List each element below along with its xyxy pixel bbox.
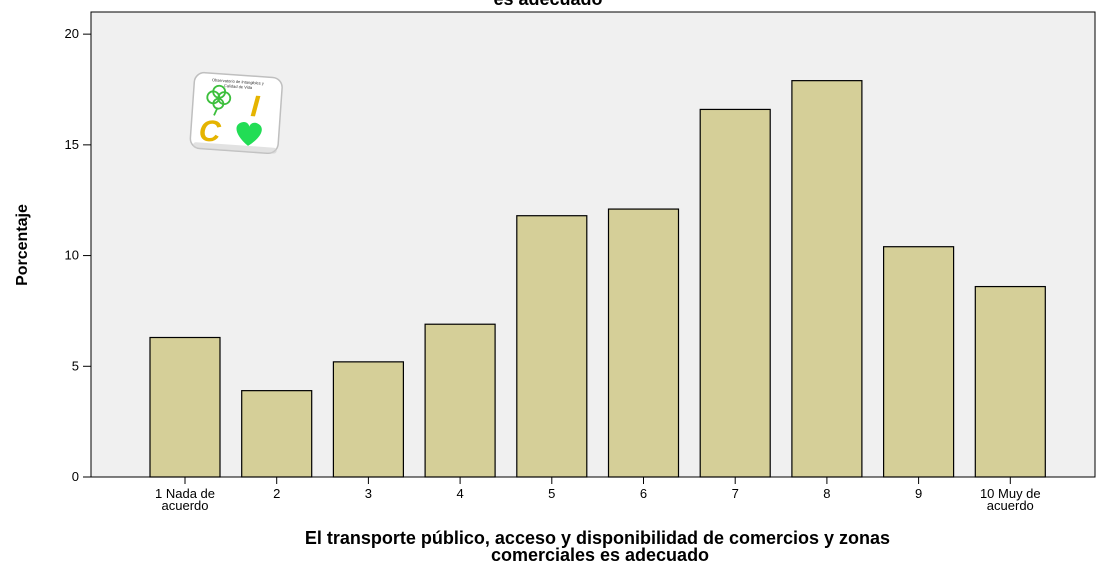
x-tick-label: 3	[365, 486, 372, 501]
y-tick-label: 0	[72, 469, 79, 484]
x-tick-label: 5	[548, 486, 555, 501]
bar	[424, 323, 496, 478]
y-axis: 0 5 10 15 20	[65, 26, 91, 484]
x-axis: 1 Nada de acuerdo 2 3 4 5 6 7 8 9 10 Muy de acuerdo	[155, 477, 1041, 513]
x-axis-title-line-1: El transporte público, acceso y disponib…	[305, 528, 890, 548]
x-tick-label: 2	[273, 486, 280, 501]
bar	[516, 215, 588, 478]
y-tick-label: 20	[65, 26, 79, 41]
x-axis-title: El transporte público, acceso y disponib…	[305, 528, 895, 565]
chart-title: es adecuado	[493, 0, 602, 9]
y-axis-title: Porcentaje	[14, 204, 31, 286]
bar	[607, 208, 680, 478]
x-tick-label: 1 Nada de acuerdo	[155, 486, 215, 513]
bar	[332, 361, 404, 478]
bar	[882, 246, 955, 478]
y-tick-label: 10	[65, 248, 79, 263]
x-tick-label: 7	[732, 486, 739, 501]
bar	[241, 390, 313, 478]
bar	[149, 336, 221, 478]
logo-letter-i: I	[250, 90, 261, 124]
y-tick-label: 5	[72, 358, 79, 373]
logo-letter-c: C	[198, 114, 223, 149]
bars-group	[149, 80, 1046, 478]
logo-small-text: Observatorio de Intangibles y Calidad de…	[211, 77, 265, 91]
bar	[791, 80, 863, 478]
y-tick-label: 15	[65, 137, 79, 152]
x-tick-label: 9	[915, 486, 922, 501]
heart-icon	[236, 122, 262, 146]
clover-icon	[206, 84, 232, 116]
x-tick-label: 8	[823, 486, 830, 501]
bar	[974, 285, 1046, 478]
observatory-logo: Observatorio de Intangibles y Calidad de…	[189, 71, 283, 155]
x-tick-label: 4	[456, 486, 463, 501]
bar	[699, 108, 771, 478]
x-tick-label: 10 Muy de acuerdo	[980, 486, 1041, 513]
x-axis-title-line-2: comerciales es adecuado	[491, 545, 709, 565]
x-tick-label: 6	[640, 486, 647, 501]
